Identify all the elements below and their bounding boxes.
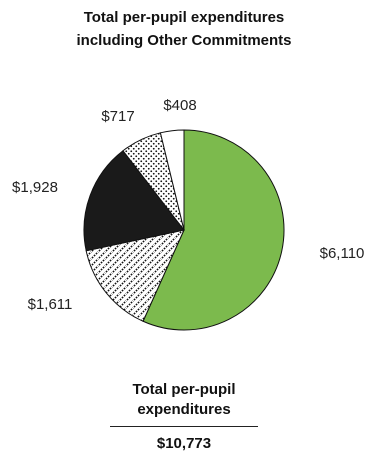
- slice-1611: [85, 229, 185, 322]
- total-divider: [110, 426, 258, 427]
- chart-title-line-1: Total per-pupil expenditures: [83, 9, 285, 26]
- total-value: $10,773: [156, 435, 212, 452]
- slice-1928: [83, 150, 185, 252]
- total-summary: Total per-pupil expenditures $10,773: [110, 380, 258, 453]
- slice-408: [159, 129, 185, 231]
- chart-title: Total per-pupil expenditures including O…: [0, 6, 368, 52]
- total-caption: Total per-pupil expenditures: [110, 380, 258, 420]
- slice-label-717: $717: [101, 108, 134, 125]
- slice-label-408: $408: [163, 97, 196, 114]
- total-caption-line-2: expenditures: [137, 401, 231, 418]
- slice-label-1928: $1,928: [12, 179, 58, 196]
- slice-6110: [142, 129, 285, 331]
- total-caption-line-1: Total per-pupil: [132, 381, 236, 398]
- slice-label-1611: $1,611: [28, 296, 73, 313]
- chart-title-line-2: including Other Commitments: [76, 32, 292, 49]
- slice-label-6110: $6,110: [320, 245, 365, 262]
